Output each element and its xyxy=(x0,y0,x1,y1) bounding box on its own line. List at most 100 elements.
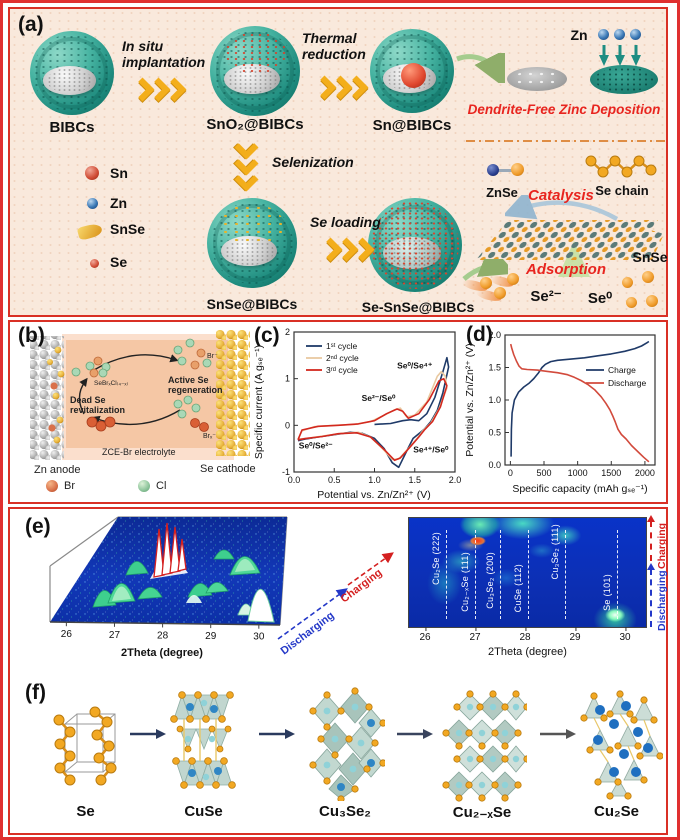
znse-se-atom-icon xyxy=(511,163,524,176)
y-tick-label: 1.0 xyxy=(488,395,501,405)
legend-cl-icon xyxy=(138,480,150,492)
br-minus-label: Br⁻ xyxy=(207,353,218,360)
legend-se-label: Se xyxy=(110,254,128,270)
cv-chart: 0.0 0.5 1.0 1.5 2.0 -1 0 1 2 Se⁰/Se⁴⁺ Se²⁻/Se⁰ Se⁰/… xyxy=(253,327,461,501)
sno2-caption: SnO₂@BIBCs xyxy=(206,116,304,133)
discharging-label: Discharging xyxy=(656,570,668,631)
gcd-legend: Charge Discharge xyxy=(586,365,647,388)
phase-cu2se-label: Cu₂Se xyxy=(593,803,639,820)
znse-bond xyxy=(498,169,513,172)
x-tick-label: 30 xyxy=(253,632,265,643)
sno2-bibcs-sphere-icon xyxy=(210,26,300,116)
znse-zn-atom-icon xyxy=(487,164,499,176)
panel-e-label: (e) xyxy=(25,515,51,538)
bare-zn-disk-icon xyxy=(507,67,567,91)
xrd-3d-ticks: 26 27 28 29 30 xyxy=(61,622,265,643)
x-tick-label: 29 xyxy=(569,627,581,643)
x-tick-label: 28 xyxy=(519,627,531,643)
x-tick-label: 28 xyxy=(157,630,169,641)
electrolyte-label: ZCE-Br electrolyte xyxy=(102,447,176,457)
thermal-reduction-label: Thermal reduction xyxy=(302,30,366,62)
panel-c-label: (c) xyxy=(254,324,280,347)
cv-x-axis-label: Potential vs. Zn/Zn²⁺ (V) xyxy=(317,489,431,501)
gcd-y-axis-label: Potential vs. Zn/Zn²⁺ (V) xyxy=(464,343,476,457)
x-tick-label: 2000 xyxy=(635,468,655,478)
xrd-3d-x-axis-label: 2Theta (degree) xyxy=(121,647,203,659)
se-chain-icon xyxy=(585,155,657,178)
discharging-arrow-icon xyxy=(647,563,655,627)
se0-atom-icon xyxy=(622,277,633,288)
bibcs-caption: BIBCs xyxy=(49,119,95,136)
plot-area: 0 500 1000 1500 2000 0.0 0.5 1.0 1.5 2.0 xyxy=(488,330,656,478)
plot-area: 0.0 0.5 1.0 1.5 2.0 -1 0 1 2 Se⁰/Se⁴⁺ Se²⁻/Se⁰ Se⁰/… xyxy=(282,327,461,485)
phase-line xyxy=(475,530,477,619)
x-tick-label: 26 xyxy=(61,629,73,640)
x-tick-label: 26 xyxy=(419,627,431,643)
se0-atom-icon xyxy=(626,297,637,308)
legend-sn-label: Sn xyxy=(110,165,128,181)
sn-bibcs-sphere-icon xyxy=(370,29,454,113)
charging-arrow-icon xyxy=(647,515,655,561)
annotation: Se²⁻/Se⁰ xyxy=(362,393,396,403)
se-structure-icon xyxy=(53,706,117,786)
annotation: Se⁰/Se²⁻ xyxy=(299,441,333,451)
brx-minus-label: Brₓ⁻ xyxy=(203,433,216,440)
snse-slab-icon xyxy=(476,220,664,260)
phase-se-label: Se xyxy=(76,803,95,820)
y-tick-label: -1 xyxy=(282,467,290,477)
phase-label: Se (101) xyxy=(601,574,612,611)
x-tick-label: 27 xyxy=(109,630,121,641)
phase-cu2xse-label: Cu₂₋ₓSe xyxy=(452,804,512,821)
gcd-chart: 0 500 1000 1500 2000 0.0 0.5 1.0 1.5 2.0 Charge D… xyxy=(464,330,656,495)
bibcs-sphere-icon xyxy=(30,31,114,115)
charging-label: Charging xyxy=(656,522,668,569)
x-tick-label: 29 xyxy=(205,631,217,642)
snse-bibcs-caption: SnSe@BIBCs xyxy=(206,296,298,312)
phase-line xyxy=(500,530,502,619)
panel-a: (a) BIBCs In situ implantation SnO₂@BIBC… xyxy=(8,7,668,317)
snse-bibcs-sphere-icon xyxy=(207,198,297,288)
annotation: Se⁰/Se⁴⁺ xyxy=(397,360,433,370)
chevron-right-icon xyxy=(312,75,369,100)
transition-arrow-icon xyxy=(397,729,433,739)
transition-arrow-icon xyxy=(130,729,166,739)
phase-line xyxy=(616,530,618,619)
legend-br-label: Br xyxy=(64,480,75,492)
coated-zn-disk-icon xyxy=(590,65,658,94)
sebrcl-label: SeBrₓCl₍₄₋ₓ₎ xyxy=(94,380,129,387)
panel-f-label: (f) xyxy=(25,681,46,704)
gcd-x-axis-label: Specific capacity (mAh gₛₑ⁻¹) xyxy=(512,483,647,495)
se0-atom-icon xyxy=(642,271,654,283)
xrd-3d-plot: 26 27 28 29 30 2Theta (degree) Discharging C… xyxy=(49,516,394,659)
x-tick-label: 1.5 xyxy=(408,475,421,485)
in-situ-implantation-label: In situ implantation xyxy=(122,38,206,70)
x-tick-label: 0.0 xyxy=(288,475,301,485)
cuse-structure-icon xyxy=(170,691,236,789)
se-snse-bibcs-sphere-icon xyxy=(368,198,462,292)
panel-a-label: (a) xyxy=(18,13,44,36)
se2-ion-icon xyxy=(507,273,519,285)
dendrite-free-caption: Dendrite-Free Zinc Deposition xyxy=(467,102,661,117)
xrd-map-axis: 26 27 28 29 30 xyxy=(408,627,647,644)
znse-label: ZnSe xyxy=(486,185,518,200)
zn-label: Zn xyxy=(570,27,588,43)
zce-br-schematic xyxy=(30,330,250,460)
legend-se-icon xyxy=(90,259,99,268)
se2-label: Se²⁻ xyxy=(530,288,562,305)
y-tick-label: 2.0 xyxy=(488,330,501,340)
legend-zn-icon xyxy=(87,198,98,209)
series-line-3ʳᵈ cycle xyxy=(297,377,448,462)
cv-legend: 1ˢᵗ cycle 2ⁿᵈ cycle 3ʳᵈ cycle xyxy=(306,341,359,375)
phase-line xyxy=(445,530,447,619)
phase-label: CuSe (112) xyxy=(512,564,523,613)
y-tick-label: 0.5 xyxy=(488,428,501,438)
y-tick-label: 1 xyxy=(285,374,290,384)
chevron-right-icon xyxy=(130,77,187,102)
charging-label-3d: Charging xyxy=(339,567,385,606)
zn-ion-icon xyxy=(630,29,641,40)
xrd-map-x-axis-label: 2Theta (degree) xyxy=(488,646,567,658)
panel-d-label: (d) xyxy=(466,323,493,346)
y-tick-label: 2 xyxy=(285,327,290,337)
green-curved-arrow-icon xyxy=(456,53,505,83)
